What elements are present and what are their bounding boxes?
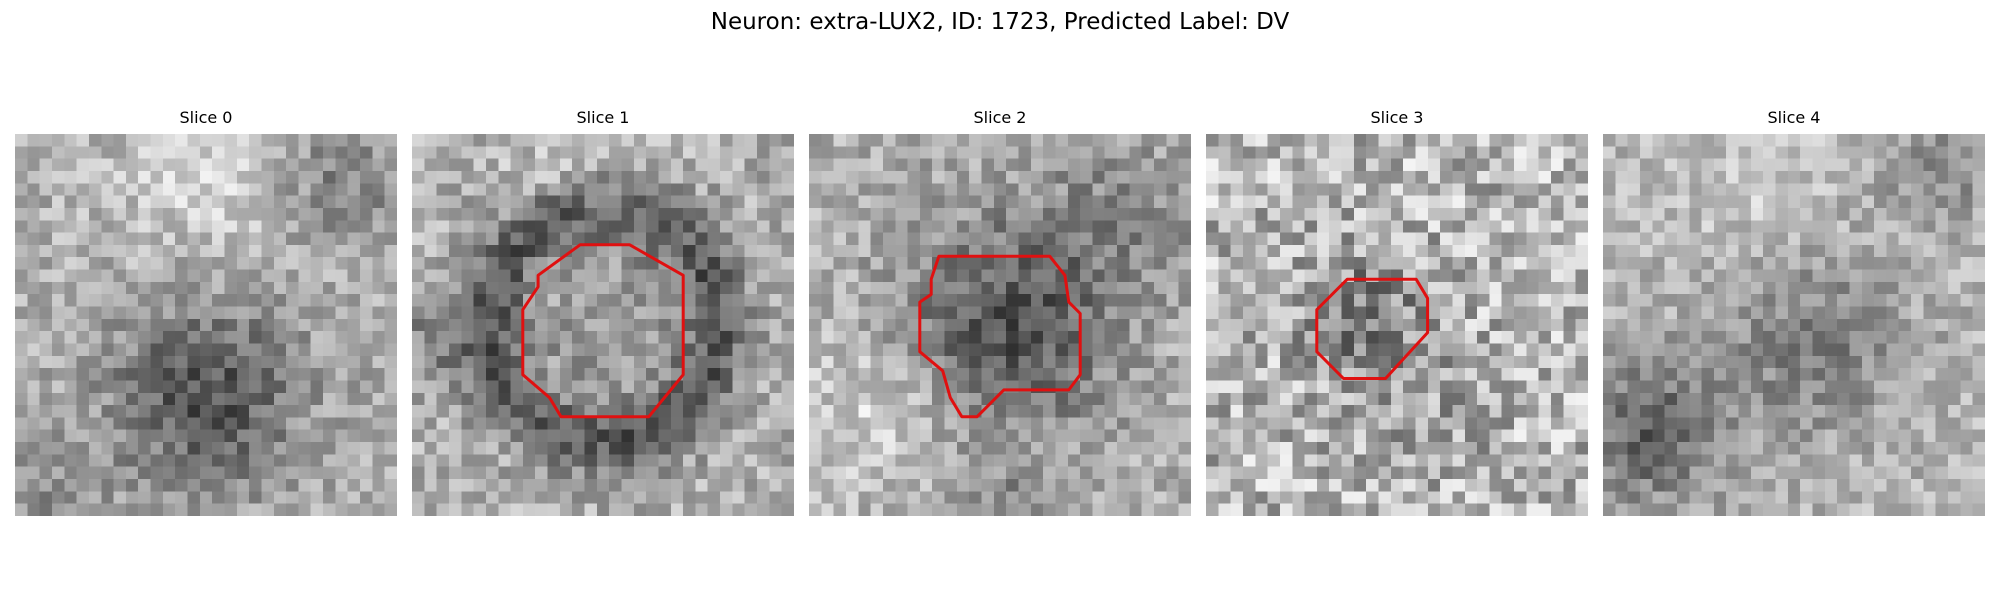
slice-title-0: Slice 0	[179, 108, 233, 127]
slice-title-1: Slice 1	[576, 108, 630, 127]
slice-panel-2: Slice 2	[809, 108, 1191, 516]
slice-image-1	[412, 134, 794, 516]
slice-panel-3: Slice 3	[1206, 108, 1588, 516]
slice-title-4: Slice 4	[1767, 108, 1821, 127]
slice-title-3: Slice 3	[1370, 108, 1424, 127]
slice-panel-4: Slice 4	[1603, 108, 1985, 516]
figure-title: Neuron: extra-LUX2, ID: 1723, Predicted …	[710, 9, 1290, 35]
slice-image-2	[809, 134, 1191, 516]
segmentation-outline	[1315, 277, 1430, 380]
slice-title-2: Slice 2	[973, 108, 1027, 127]
slice-image-0	[15, 134, 397, 516]
slice-panel-1: Slice 1	[412, 108, 794, 516]
slice-image-3	[1206, 134, 1588, 516]
slice-image-4	[1603, 134, 1985, 516]
slice-panel-0: Slice 0	[15, 108, 397, 516]
segmentation-outline	[918, 254, 1082, 419]
segmentation-outline	[521, 243, 685, 419]
